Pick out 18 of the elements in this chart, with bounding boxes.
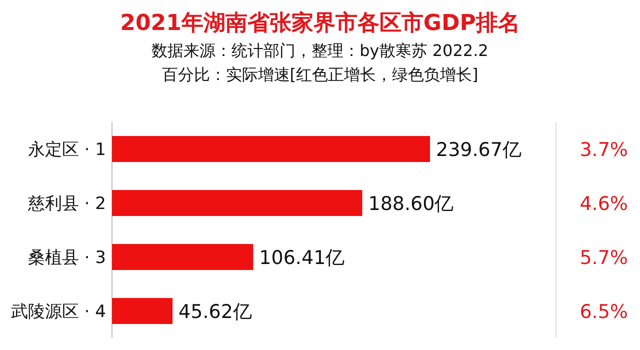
text: 6.5% <box>580 301 628 323</box>
text: 5.7% <box>580 247 628 269</box>
bar <box>112 136 430 162</box>
chart-title: 2021年湖南省张家界市各区市GDP排名 <box>120 10 520 36</box>
data-label: 188.60亿 <box>368 193 454 215</box>
chart-subtitle: 数据来源：统计部门，整理：by散寒苏 2022.2 百分比：实际增速[红色正增长，绿色负增长] <box>152 41 488 84</box>
data-label: 106.41亿 <box>259 247 345 269</box>
bar <box>112 244 254 270</box>
y-tick-label: 桑植县 · 3 <box>28 248 106 268</box>
text: 3.7% <box>580 139 628 161</box>
bar <box>112 298 173 324</box>
y-tick-label: 武陵源区 · 4 <box>10 302 106 322</box>
text: 4.6% <box>580 193 628 215</box>
y-tick-label: 慈利县 · 2 <box>26 194 106 214</box>
y-tick-label: 永定区 · 1 <box>28 140 106 160</box>
data-label: 45.62亿 <box>178 301 252 323</box>
bar <box>112 190 362 216</box>
data-label: 239.67亿 <box>436 139 522 161</box>
